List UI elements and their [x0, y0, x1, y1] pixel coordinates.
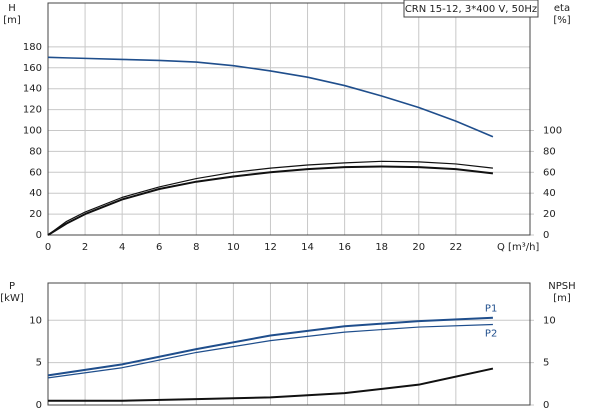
y-tick-label: 40 [29, 188, 42, 199]
y-axis-label: P [9, 281, 15, 292]
y-tick-label: 80 [29, 146, 42, 157]
plot-frame [47, 2, 531, 236]
y-tick-label: 0 [36, 230, 42, 241]
x-axis-label: Q [m³/h] [497, 242, 539, 253]
x-tick-label: 18 [375, 242, 388, 253]
y2-axis-label: [%] [553, 15, 570, 26]
y2-tick-label: 100 [543, 125, 562, 136]
x-tick-label: 10 [227, 242, 240, 253]
x-tick-label: 12 [264, 242, 277, 253]
curve-label: P2 [485, 329, 497, 340]
legend-title: CRN 15-12, 3*400 V, 50Hz [405, 4, 537, 15]
y2-axis-label: NPSH [548, 281, 575, 292]
y-tick-label: 160 [23, 63, 42, 74]
y-tick-label: 100 [23, 125, 42, 136]
curve [48, 367, 494, 402]
y2-tick-label: 0 [543, 230, 549, 241]
x-tick-label: 0 [45, 242, 51, 253]
y-tick-label: 0 [36, 400, 42, 411]
y-tick-label: 20 [29, 209, 42, 220]
y-tick-label: 140 [23, 84, 42, 95]
y2-tick-label: 60 [543, 167, 556, 178]
curve [47, 316, 493, 377]
x-tick-label: 4 [119, 242, 125, 253]
y-tick-label: 120 [23, 105, 42, 116]
curve [47, 160, 493, 236]
y-axis-label: H [8, 3, 16, 14]
x-tick-label: 22 [449, 242, 462, 253]
y-tick-label: 10 [29, 315, 42, 326]
y2-tick-label: 80 [543, 146, 556, 157]
y2-tick-label: 10 [543, 315, 556, 326]
y-tick-label: 5 [36, 358, 42, 369]
x-tick-label: 8 [193, 242, 199, 253]
curve [47, 323, 493, 379]
y-axis-label: [m] [3, 15, 21, 26]
x-tick-label: 6 [156, 242, 162, 253]
curve [47, 165, 494, 236]
y2-axis-label: [m] [553, 293, 571, 304]
y2-axis-label: eta [554, 3, 570, 14]
x-tick-label: 16 [338, 242, 351, 253]
x-tick-label: 14 [301, 242, 314, 253]
plot-frame [47, 282, 531, 406]
curve-label: P1 [485, 304, 497, 315]
y-axis-label: [kW] [0, 293, 24, 304]
x-tick-label: 2 [82, 242, 88, 253]
curve [47, 56, 494, 138]
y-tick-label: 180 [23, 42, 42, 53]
legend-box [403, 0, 539, 18]
y2-tick-label: 40 [543, 188, 556, 199]
y2-tick-label: 0 [543, 400, 549, 411]
y-tick-label: 60 [29, 167, 42, 178]
y2-tick-label: 5 [543, 358, 549, 369]
x-tick-label: 20 [412, 242, 425, 253]
y2-tick-label: 20 [543, 209, 556, 220]
